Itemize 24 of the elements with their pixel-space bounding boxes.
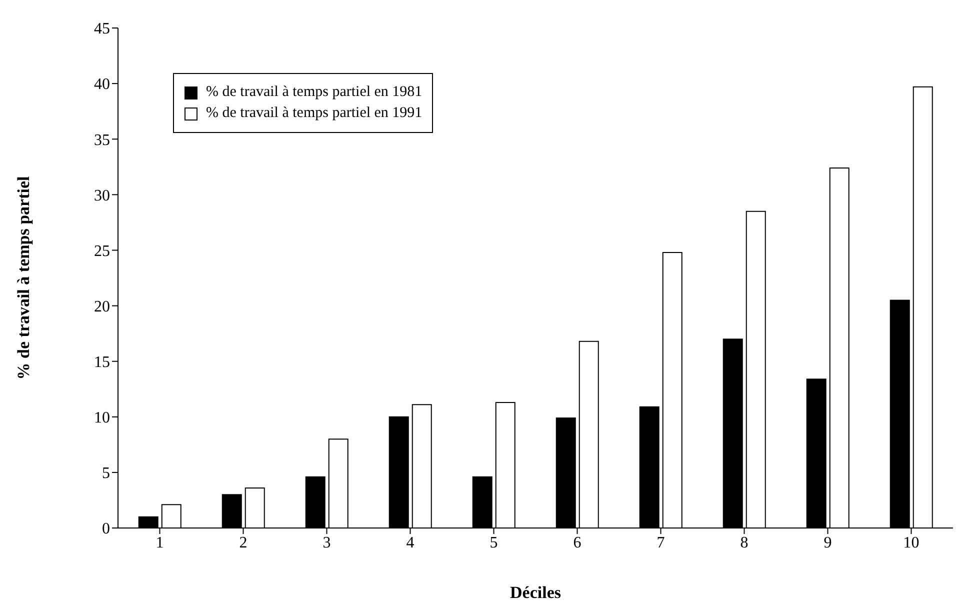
y-tick-label: 40 bbox=[94, 76, 110, 94]
x-tick-label: 4 bbox=[406, 534, 414, 552]
x-tick-label: 8 bbox=[740, 534, 748, 552]
x-tick-label: 7 bbox=[656, 534, 665, 552]
y-tick-label: 30 bbox=[94, 187, 110, 204]
legend-label: % de travail à temps partiel en 1991 bbox=[206, 105, 422, 122]
x-tick-label: 3 bbox=[322, 534, 331, 552]
x-tick-label: 1 bbox=[156, 534, 164, 552]
y-tick-label: 15 bbox=[94, 354, 110, 372]
x-axis-title: Déciles bbox=[510, 583, 562, 602]
y-tick-label: 35 bbox=[94, 132, 110, 149]
y-tick-label: 0 bbox=[102, 520, 110, 538]
y-tick-label: 25 bbox=[94, 242, 110, 260]
y-tick-label: 5 bbox=[102, 465, 110, 482]
y-tick-label: 10 bbox=[94, 410, 110, 427]
x-tick-label: 2 bbox=[239, 534, 248, 552]
x-tick-label: 10 bbox=[903, 534, 920, 552]
x-tick-label: 5 bbox=[490, 534, 498, 552]
y-axis-title: % de travail à temps partiel bbox=[14, 176, 34, 380]
x-tick-label: 6 bbox=[573, 534, 582, 552]
x-tick-label: 9 bbox=[824, 534, 832, 552]
y-tick-label: 20 bbox=[94, 298, 110, 316]
y-tick-label: 45 bbox=[94, 20, 110, 38]
legend-label: % de travail à temps partiel en 1981 bbox=[206, 84, 422, 101]
